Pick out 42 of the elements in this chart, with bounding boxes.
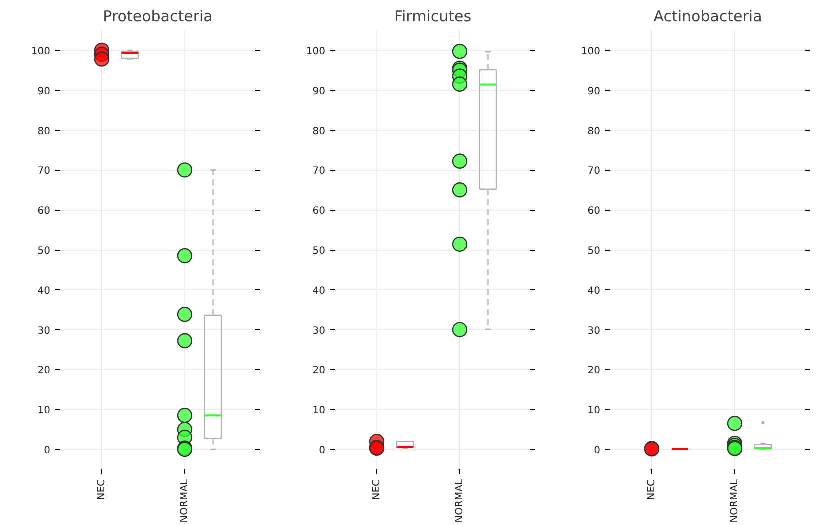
y-tick-label: 10: [38, 406, 51, 417]
y-tick-label: 60: [588, 206, 601, 218]
y-tick-label: 10: [588, 406, 601, 417]
y-tick-label: 30: [38, 326, 51, 337]
chart-title: Firmicutes: [394, 8, 472, 26]
y-tick-label: 50: [588, 246, 601, 257]
y-tick-label: 60: [38, 206, 51, 218]
y-tick-label: 90: [312, 86, 326, 98]
y-tick-label: 80: [312, 126, 326, 138]
y-tick-label: 70: [588, 166, 601, 178]
x-tick-label: NORMAL: [454, 479, 466, 523]
y-tick-label: 0: [44, 446, 51, 457]
y-tick-label: 90: [588, 86, 601, 98]
y-tick-label: 100: [31, 46, 51, 58]
y-tick-label: 40: [588, 286, 601, 297]
chart-title: Actinobacteria: [654, 8, 762, 26]
y-tick-label: 20: [312, 366, 326, 377]
y-tick-label: 0: [319, 446, 326, 457]
y-tick-label: 40: [312, 286, 326, 297]
y-tick-label: 30: [312, 326, 326, 337]
x-tick-label: NEC: [371, 479, 382, 500]
x-tick-label: NEC: [646, 479, 658, 500]
chart-title: Proteobacteria: [103, 8, 213, 26]
x-tick-label: NEC: [96, 479, 108, 500]
y-tick-label: 70: [312, 166, 326, 178]
y-tick-label: 20: [588, 366, 601, 377]
y-tick-label: 100: [581, 46, 601, 58]
y-tick-label: 40: [38, 286, 51, 297]
y-tick-label: 80: [588, 126, 601, 138]
y-tick-label: 30: [588, 326, 601, 337]
y-tick-label: 70: [38, 166, 51, 178]
y-tick-label: 10: [312, 406, 326, 417]
y-tick-label: 50: [312, 246, 326, 257]
y-tick-label: 20: [38, 366, 51, 377]
x-tick-label: NORMAL: [729, 479, 740, 523]
x-tick-label: NORMAL: [179, 479, 190, 523]
y-tick-label: 60: [312, 206, 326, 218]
y-tick-label: 80: [38, 126, 51, 138]
y-tick-label: 50: [38, 246, 51, 257]
y-tick-label: 0: [594, 446, 601, 457]
y-tick-label: 90: [38, 86, 51, 98]
y-tick-label: 100: [306, 46, 326, 58]
